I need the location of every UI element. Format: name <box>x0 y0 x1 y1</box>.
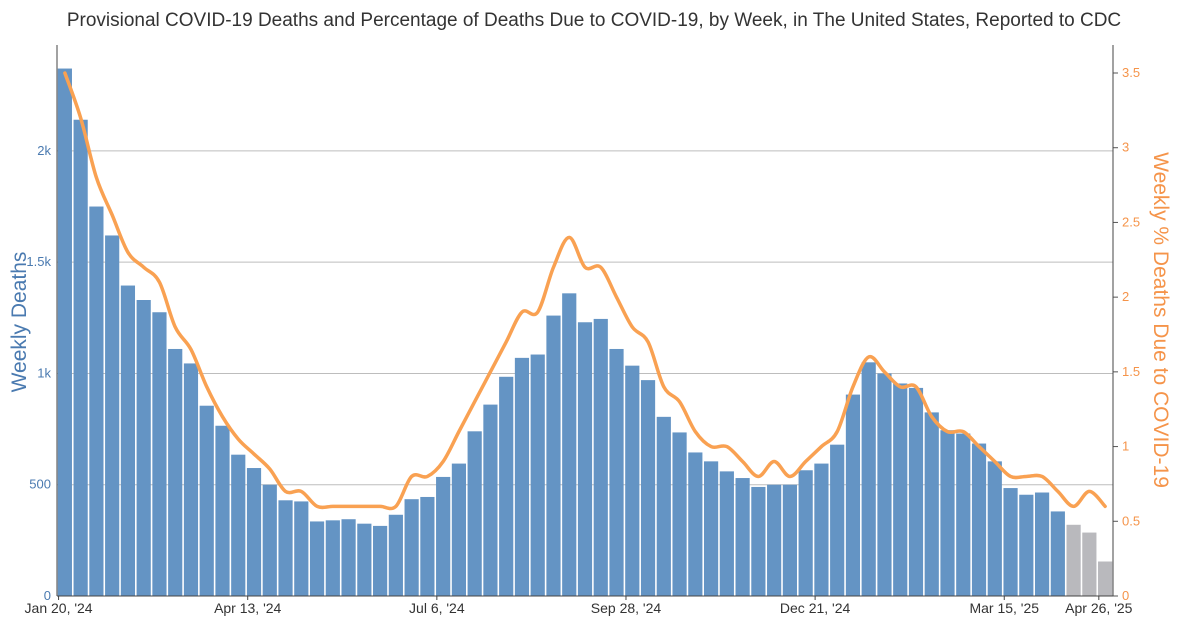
bar <box>1003 488 1018 596</box>
bar <box>152 312 167 596</box>
bar <box>388 514 403 596</box>
bar <box>420 496 435 596</box>
bar <box>514 357 530 596</box>
bar <box>73 119 88 596</box>
bar <box>57 68 72 596</box>
tick-layer: 0 500 1k 1.5k 2k 0 0.5 1 1.5 2 2.5 3 3.5 Jan 20, '24 A… <box>25 65 1141 616</box>
bar <box>451 463 467 596</box>
bar <box>956 433 971 596</box>
x-tick-label: Jul 6, '24 <box>409 600 465 616</box>
bar <box>357 523 372 596</box>
bar <box>893 383 908 596</box>
y-axis-title-right: Weekly % Deaths Due to COVID-19 <box>1149 152 1172 488</box>
bar <box>1019 494 1034 596</box>
bar <box>577 322 593 596</box>
bar <box>1082 532 1097 596</box>
bar <box>1034 492 1050 596</box>
x-tick-label: Apr 26, '25 <box>1065 600 1132 616</box>
x-tick-label: Mar 15, '25 <box>969 600 1039 616</box>
y-axis-title-left: Weekly Deaths <box>8 252 31 393</box>
bar <box>830 444 845 596</box>
bar <box>656 416 671 596</box>
y-tick-label-right: 1 <box>1122 439 1129 454</box>
bar <box>246 468 262 596</box>
y-tick-label-left: 500 <box>29 477 51 492</box>
axis-layer <box>56 45 1118 600</box>
bar <box>309 521 325 596</box>
bar <box>373 525 388 596</box>
bar <box>183 363 199 596</box>
bar <box>136 300 151 596</box>
bar <box>703 461 719 596</box>
bar <box>877 373 892 596</box>
y-tick-label-left: 0 <box>44 588 51 603</box>
bar <box>105 235 120 596</box>
bar <box>168 348 183 596</box>
chart-title: Provisional COVID-19 Deaths and Percenta… <box>66 10 1122 31</box>
bar <box>735 478 750 596</box>
y-tick-label-right: 0.5 <box>1122 513 1140 528</box>
bar <box>845 394 861 596</box>
y-tick-label-left: 1.5k <box>26 254 51 269</box>
bar <box>672 432 687 596</box>
bar <box>483 404 498 596</box>
y-tick-label-right: 0 <box>1122 588 1129 603</box>
bar <box>546 315 561 596</box>
bar <box>341 519 356 596</box>
bar <box>688 452 703 596</box>
bar <box>987 461 1002 596</box>
bar <box>782 484 797 596</box>
bar <box>1098 561 1113 596</box>
y-tick-label-left: 2k <box>37 143 51 158</box>
bar <box>593 318 608 596</box>
y-tick-label-left: 1k <box>37 365 51 380</box>
bar <box>404 499 419 596</box>
bar <box>751 486 766 596</box>
x-tick-label: Jan 20, '24 <box>25 600 93 616</box>
bar <box>278 500 293 596</box>
bar-layer <box>57 68 1113 596</box>
bar <box>262 484 277 596</box>
y-tick-label-right: 2 <box>1122 289 1129 304</box>
bar <box>940 430 955 596</box>
bar <box>120 285 136 596</box>
bar <box>89 206 104 596</box>
bar <box>1066 524 1081 596</box>
bar <box>294 501 309 596</box>
bar <box>609 348 624 596</box>
line-layer <box>63 71 1107 511</box>
bar <box>908 387 924 596</box>
bar <box>814 463 829 596</box>
bar <box>861 362 876 596</box>
bar <box>798 470 813 596</box>
bar <box>499 376 514 596</box>
bar <box>562 293 577 596</box>
bar <box>1050 511 1065 596</box>
bar <box>467 431 482 596</box>
bar <box>767 484 782 596</box>
bar <box>436 476 451 596</box>
percent-deaths-line <box>63 71 1107 511</box>
y-tick-label-right: 3 <box>1122 140 1129 155</box>
bar <box>325 520 340 596</box>
bar <box>719 471 734 596</box>
bar <box>231 454 246 596</box>
bar <box>971 443 987 596</box>
y-tick-label-right: 1.5 <box>1122 364 1140 379</box>
y-tick-label-right: 2.5 <box>1122 214 1140 229</box>
x-tick-label: Dec 21, '24 <box>780 600 851 616</box>
x-tick-label: Apr 13, '24 <box>214 600 281 616</box>
bar <box>640 380 656 596</box>
bar <box>530 354 545 596</box>
y-tick-label-right: 3.5 <box>1122 65 1140 80</box>
bar <box>924 412 939 596</box>
bar <box>199 405 214 596</box>
bar <box>215 425 230 596</box>
x-tick-label: Sep 28, '24 <box>591 600 662 616</box>
bar <box>625 365 640 596</box>
